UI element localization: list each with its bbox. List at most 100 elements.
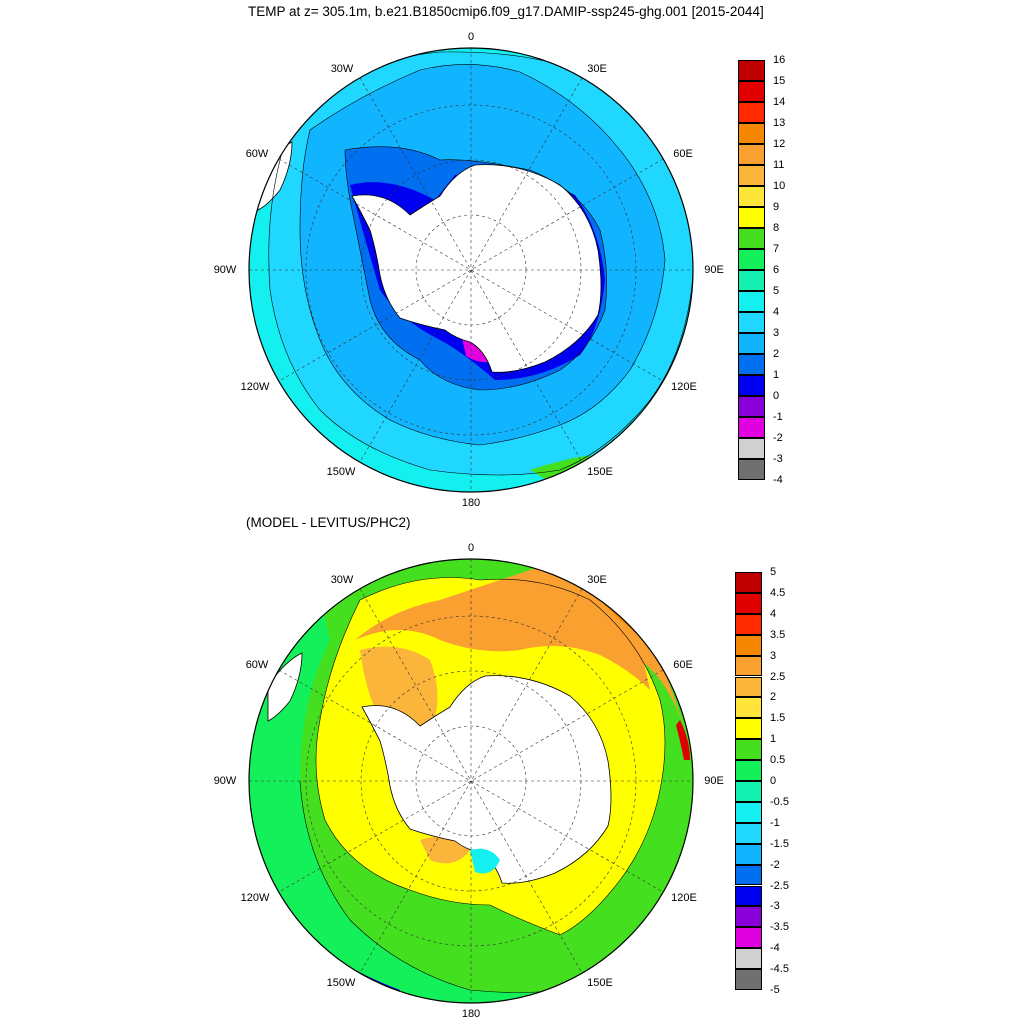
bottom-colorbar-swatch (735, 781, 762, 802)
top-colorbar-swatch (738, 333, 765, 354)
bottom-colorbar-label: -1.5 (770, 837, 789, 850)
bottom-colorbar-label: -0.5 (770, 795, 789, 808)
bottom-lon-label: 150W (326, 977, 356, 989)
top-colorbar-swatch (738, 123, 765, 144)
bottom-lon-label: 150E (587, 977, 613, 989)
bottom-lon-label: 0 (467, 542, 475, 554)
bottom-colorbar-swatch (735, 906, 762, 928)
top-colorbar-label: 8 (773, 222, 780, 234)
top-colorbar-label: -4 (773, 474, 783, 486)
top-colorbar-label: 2 (773, 348, 780, 360)
top-colorbar-label: 0 (773, 390, 780, 402)
bottom-colorbar-swatch (735, 697, 762, 719)
bottom-colorbar-label: -4 (770, 942, 780, 955)
bottom-colorbar-label: 1.5 (770, 712, 786, 725)
bottom-lon-label: 30W (330, 574, 354, 586)
bottom-lon-label: 90E (704, 775, 724, 787)
bottom-map-zone-2p5to3 (355, 560, 693, 760)
bottom-lon-label: 90W (213, 775, 237, 787)
bottom-colorbar-swatch (735, 822, 762, 844)
bottom-colorbar-swatch (735, 592, 762, 614)
bottom-lon-label: 60E (673, 659, 693, 671)
bottom-map-graticule (249, 559, 693, 1003)
bottom-colorbar-swatch (735, 634, 762, 656)
top-lon-label: 0 (467, 31, 475, 43)
top-colorbar-swatch (738, 438, 765, 459)
bottom-colorbar-label: 3 (770, 649, 777, 662)
bottom-colorbar-label: -3.5 (770, 921, 789, 934)
bottom-colorbar-label: -4.5 (770, 963, 789, 976)
bottom-colorbar-swatch (735, 676, 762, 698)
bottom-colorbar-swatch (735, 572, 762, 593)
bottom-colorbar-label: 2 (770, 691, 777, 704)
top-colorbar-label: 4 (773, 306, 780, 318)
top-map-antarctica (351, 164, 602, 373)
top-colorbar-label: 9 (773, 201, 780, 213)
top-colorbar-swatch (738, 60, 765, 81)
top-colorbar-label: 15 (773, 75, 786, 87)
bottom-colorbar-label: 2.5 (770, 670, 786, 683)
bottom-colorbar-swatch (735, 969, 762, 990)
top-colorbar: 16 15 14 13 12 11 10 9 8 7 6 5 4 3 2 1 0 -1 -2 -3 -4 (738, 54, 798, 486)
bottom-lon-label: 180 (461, 1008, 481, 1020)
top-colorbar-label: -2 (773, 432, 783, 444)
bottom-colorbar-label: 5 (770, 566, 777, 578)
top-colorbar-swatch (738, 354, 765, 375)
bottom-lon-label: 120W (240, 892, 270, 904)
top-lon-label: 30E (587, 63, 607, 75)
bottom-map-antarctica (361, 675, 612, 884)
top-map-title: TEMP at z= 305.1m, b.e21.B1850cmip6.f09_… (248, 4, 764, 19)
top-colorbar-label: 16 (773, 54, 786, 66)
bottom-colorbar-swatch (735, 760, 762, 781)
top-colorbar-swatch (738, 291, 765, 312)
top-colorbar-label: 5 (773, 285, 780, 297)
top-lon-label: 30W (330, 63, 354, 75)
top-colorbar-swatch (738, 396, 765, 417)
top-colorbar-swatch (738, 270, 765, 291)
top-colorbar-swatch (738, 312, 765, 333)
top-colorbar-label: 14 (773, 96, 786, 108)
top-colorbar-label: 6 (773, 264, 780, 276)
top-colorbar-label: -3 (773, 453, 783, 465)
bottom-colorbar-label: -2 (770, 858, 780, 871)
top-lon-label: 150E (587, 466, 613, 478)
bottom-colorbar-label: 0 (770, 775, 777, 787)
bottom-lon-label: 60W (245, 659, 269, 671)
top-colorbar-swatch (738, 186, 765, 207)
top-colorbar-swatch (738, 417, 765, 438)
top-colorbar-label: 10 (773, 180, 786, 192)
bottom-map-zone-cyan-ross (470, 848, 500, 874)
bottom-colorbar-label: -2.5 (770, 879, 789, 892)
bottom-map-border (248, 558, 694, 1004)
bottom-colorbar-swatch (735, 801, 762, 823)
top-colorbar-swatch (738, 228, 765, 249)
top-colorbar-label: 7 (773, 243, 780, 255)
top-colorbar-swatch (738, 249, 765, 270)
bottom-colorbar-swatch (735, 885, 762, 907)
top-colorbar-swatch (738, 144, 765, 165)
bottom-colorbar-label: -5 (770, 984, 780, 996)
top-colorbar-swatch (738, 165, 765, 186)
top-colorbar-label: 3 (773, 327, 780, 339)
bottom-colorbar-label: 0.5 (770, 754, 786, 767)
top-lon-label: 150W (326, 466, 356, 478)
top-colorbar-label: -1 (773, 411, 783, 423)
bottom-colorbar-label: 4.5 (770, 586, 786, 599)
top-map-border (248, 47, 694, 493)
top-colorbar-swatch (738, 459, 765, 480)
top-colorbar-swatch (738, 207, 765, 228)
top-lon-label: 60W (245, 148, 269, 160)
top-colorbar-label: 11 (773, 159, 785, 171)
bottom-colorbar-label: -3 (770, 900, 780, 913)
bottom-colorbar-swatch (735, 613, 762, 635)
bottom-colorbar-swatch (735, 927, 762, 949)
bottom-lon-label: 120E (671, 892, 697, 904)
top-lon-label: 60E (673, 148, 693, 160)
top-lon-label: 90E (704, 264, 724, 276)
top-lon-label: 120W (240, 381, 270, 393)
top-lon-label: 180 (461, 497, 481, 509)
bottom-colorbar-swatch (735, 948, 762, 970)
bottom-map (249, 559, 693, 1003)
bottom-colorbar-swatch (735, 843, 762, 865)
bottom-map-title: (MODEL - LEVITUS/PHC2) (246, 515, 411, 530)
